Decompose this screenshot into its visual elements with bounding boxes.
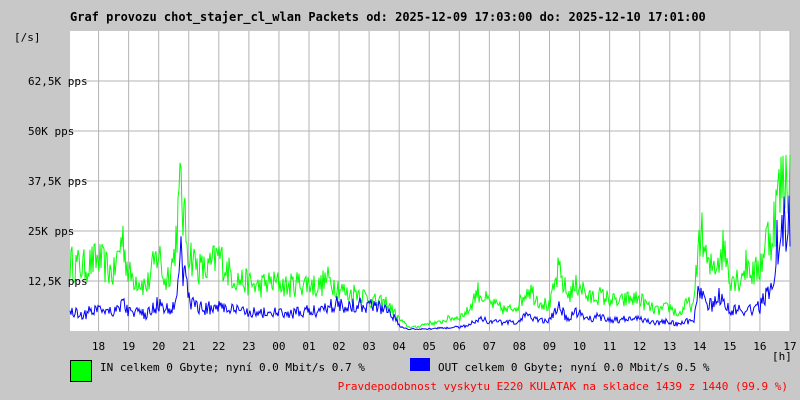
x-tick-label: 04 xyxy=(393,340,407,353)
x-tick-label: 06 xyxy=(453,340,466,353)
legend-out-text: OUT celkem 0 Gbyte; nyní 0.0 Mbit/s 0.5 … xyxy=(438,361,710,374)
y-tick-label: 12,5K pps xyxy=(28,275,88,288)
x-tick-label: 18 xyxy=(92,340,105,353)
x-tick-label: 19 xyxy=(122,340,135,353)
y-tick-label: 25K pps xyxy=(28,225,74,238)
x-tick-label: 05 xyxy=(423,340,436,353)
series-line-in xyxy=(69,154,791,329)
x-tick-label: 12 xyxy=(633,340,646,353)
chart-title: Graf provozu chot_stajer_cl_wlan Packets… xyxy=(70,10,706,24)
x-tick-label: 13 xyxy=(663,340,676,353)
series-layer xyxy=(69,154,791,331)
x-tick-label: 03 xyxy=(362,340,375,353)
x-tick-label: 11 xyxy=(603,340,616,353)
y-tick-label: 50K pps xyxy=(28,125,74,138)
x-tick-label: 01 xyxy=(302,340,315,353)
x-tick-label: 09 xyxy=(543,340,556,353)
legend-in-swatch xyxy=(70,360,92,382)
footer-note: Pravdepodobnost vyskytu E220 KULATAK na … xyxy=(337,380,788,393)
grid-lines xyxy=(70,31,791,331)
legend-in-text: IN celkem 0 Gbyte; nyní 0.0 Mbit/s 0.7 % xyxy=(100,361,365,374)
y-axis-unit-label: [/s] xyxy=(14,31,41,44)
x-tick-label: 22 xyxy=(212,340,225,353)
x-axis-unit-label: [h] xyxy=(772,350,792,363)
legend-out-swatch xyxy=(410,358,430,371)
x-tick-label: 14 xyxy=(693,340,707,353)
x-tick-labels: 18 19 20 21 22 23 00 01 02 03 04 05 06 07 08 09 10 11 12 13… xyxy=(92,340,797,353)
y-tick-labels: 12,5K pps 25K pps 37,5K pps 50K pps 62,5K pp… xyxy=(28,75,88,288)
x-tick-label: 08 xyxy=(513,340,526,353)
x-tick-label: 02 xyxy=(332,340,345,353)
x-tick-label: 15 xyxy=(723,340,736,353)
x-tick-label: 23 xyxy=(242,340,255,353)
x-tick-label: 10 xyxy=(573,340,586,353)
x-tick-label: 17 xyxy=(783,340,796,353)
x-tick-label: 00 xyxy=(272,340,285,353)
y-tick-label: 62,5K pps xyxy=(28,75,88,88)
y-tick-label: 37,5K pps xyxy=(28,175,88,188)
series-line-out xyxy=(69,195,791,331)
x-tick-label: 21 xyxy=(182,340,195,353)
x-tick-label: 07 xyxy=(483,340,496,353)
x-tick-label: 16 xyxy=(753,340,766,353)
x-tick-label: 20 xyxy=(152,340,165,353)
